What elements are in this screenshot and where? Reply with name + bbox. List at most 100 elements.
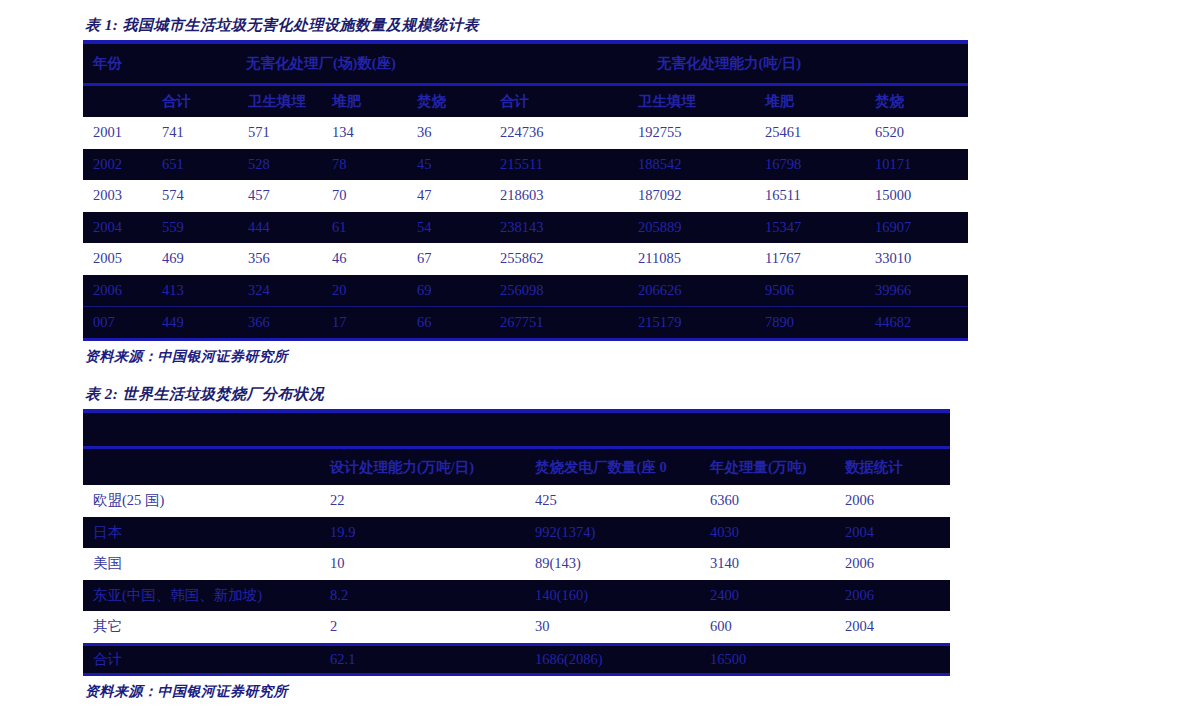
column-header-year: 年份 xyxy=(83,54,152,73)
table-row: 欧盟(25 国)2242563602006 xyxy=(83,485,950,517)
table1-source: 资料来源：中国银河证券研究所 xyxy=(83,341,968,366)
table-cell: 欧盟(25 国) xyxy=(83,491,320,510)
table-cell: 4030 xyxy=(700,524,835,541)
table-cell: 89(143) xyxy=(525,555,700,572)
table-cell: 192755 xyxy=(628,124,755,141)
table-cell: 70 xyxy=(322,187,407,204)
table-cell: 2006 xyxy=(83,282,152,299)
table-cell: 140(160) xyxy=(525,587,700,604)
table-cell: 2006 xyxy=(835,587,950,604)
table-cell: 992(1374) xyxy=(525,524,700,541)
table-cell: 211085 xyxy=(628,250,755,267)
table-cell: 年处理量(万吨) xyxy=(700,458,835,477)
table-row: 日本19.9992(1374)40302004 xyxy=(83,517,950,549)
table-cell: 238143 xyxy=(490,219,628,236)
table-cell: 528 xyxy=(238,156,322,173)
table-cell: 256098 xyxy=(490,282,628,299)
table-cell: 16907 xyxy=(865,219,968,236)
table-cell: 卫生填埋 xyxy=(628,92,755,111)
table-row: 200455944461542381432058891534716907 xyxy=(83,212,968,244)
table-row: 200546935646672558622110851176733010 xyxy=(83,243,968,275)
table-row: 0074493661766267751215179789044682 xyxy=(83,306,968,338)
table-cell: 2003 xyxy=(83,187,152,204)
table-cell: 2005 xyxy=(83,250,152,267)
table-cell: 2 xyxy=(320,618,525,635)
table1-section: 表 1: 我国城市生活垃圾无害化处理设施数量及规模统计表 年份 无害化处理厂(场… xyxy=(83,16,968,366)
table-cell: 78 xyxy=(322,156,407,173)
table1-subheader-row: 合计卫生填埋堆肥焚烧合计卫生填埋堆肥焚烧 xyxy=(83,86,968,117)
table-row: 美国1089(143)31402006 xyxy=(83,548,950,580)
table1-group-header-row: 年份 无害化处理厂(场)数(座) 无害化处理能力(吨/日) xyxy=(83,44,968,83)
table-cell: 10 xyxy=(320,555,525,572)
table-cell: 15000 xyxy=(865,187,968,204)
table-cell: 651 xyxy=(152,156,238,173)
table-cell: 16798 xyxy=(755,156,865,173)
table-cell: 2006 xyxy=(835,555,950,572)
table2-title: 表 2: 世界生活垃圾焚烧厂分布状况 xyxy=(83,385,950,409)
table-cell: 8.2 xyxy=(320,587,525,604)
table-cell: 25461 xyxy=(755,124,865,141)
table-cell: 571 xyxy=(238,124,322,141)
table-cell: 413 xyxy=(152,282,238,299)
table-row: 其它2306002004 xyxy=(83,611,950,643)
table-cell: 741 xyxy=(152,124,238,141)
table-cell: 33010 xyxy=(865,250,968,267)
table-cell: 设计处理能力(万吨/日) xyxy=(320,458,525,477)
table-cell: 215511 xyxy=(490,156,628,173)
table-row: 东亚(中国、韩国、新加坡)8.2140(160)24002006 xyxy=(83,580,950,612)
table-cell: 44682 xyxy=(865,314,968,331)
table-cell: 574 xyxy=(152,187,238,204)
table-cell: 356 xyxy=(238,250,322,267)
table-row: 20064133242069256098206626950639966 xyxy=(83,275,968,307)
table-cell: 日本 xyxy=(83,523,320,542)
table-cell: 215179 xyxy=(628,314,755,331)
table-cell: 255862 xyxy=(490,250,628,267)
table-cell: 17 xyxy=(322,314,407,331)
column-group-capacity: 无害化处理能力(吨/日) xyxy=(490,54,968,73)
table-cell: 卫生填埋 xyxy=(238,92,322,111)
table-cell: 堆肥 xyxy=(755,92,865,111)
table2-source: 资料来源：中国银河证券研究所 xyxy=(83,676,950,701)
table-cell: 425 xyxy=(525,492,700,509)
table-cell: 焚烧 xyxy=(407,92,490,111)
table-row: 合计62.11686(2086)16500 xyxy=(83,643,950,673)
report-page: 表 1: 我国城市生活垃圾无害化处理设施数量及规模统计表 年份 无害化处理厂(场… xyxy=(0,0,1191,720)
table-cell: 62.1 xyxy=(320,651,525,668)
table-cell: 444 xyxy=(238,219,322,236)
table-cell: 469 xyxy=(152,250,238,267)
table-cell: 19.9 xyxy=(320,524,525,541)
table-cell: 188542 xyxy=(628,156,755,173)
table-cell: 15347 xyxy=(755,219,865,236)
table-cell: 2004 xyxy=(835,524,950,541)
table-cell: 3140 xyxy=(700,555,835,572)
table-cell: 美国 xyxy=(83,554,320,573)
table-cell: 2004 xyxy=(835,618,950,635)
table-cell: 2001 xyxy=(83,124,152,141)
table2-spacer-band xyxy=(83,413,950,446)
table-cell: 焚烧发电厂数量(座 0 xyxy=(525,458,700,477)
table2-body: 欧盟(25 国)2242563602006日本19.9992(1374)4030… xyxy=(83,485,950,673)
table-cell: 61 xyxy=(322,219,407,236)
table-cell: 206626 xyxy=(628,282,755,299)
table-row: 200174157113436224736192755254616520 xyxy=(83,117,968,149)
table-cell: 36 xyxy=(407,124,490,141)
table-cell: 2006 xyxy=(835,492,950,509)
table-cell: 600 xyxy=(700,618,835,635)
table2-section: 表 2: 世界生活垃圾焚烧厂分布状况 设计处理能力(万吨/日)焚烧发电厂数量(座… xyxy=(83,385,950,701)
column-group-plant-count: 无害化处理厂(场)数(座) xyxy=(152,54,490,73)
table-cell: 224736 xyxy=(490,124,628,141)
table-cell: 007 xyxy=(83,314,152,331)
table-cell: 67 xyxy=(407,250,490,267)
table-cell: 69 xyxy=(407,282,490,299)
table-cell: 30 xyxy=(525,618,700,635)
table-cell: 2004 xyxy=(83,219,152,236)
table-cell: 16500 xyxy=(700,651,835,668)
table-cell: 46 xyxy=(322,250,407,267)
table-cell: 6360 xyxy=(700,492,835,509)
table-cell: 366 xyxy=(238,314,322,331)
table-cell: 合计 xyxy=(152,92,238,111)
table-cell: 22 xyxy=(320,492,525,509)
table-row: 200357445770472186031870921651115000 xyxy=(83,180,968,212)
table-cell: 焚烧 xyxy=(865,92,968,111)
table-cell: 187092 xyxy=(628,187,755,204)
